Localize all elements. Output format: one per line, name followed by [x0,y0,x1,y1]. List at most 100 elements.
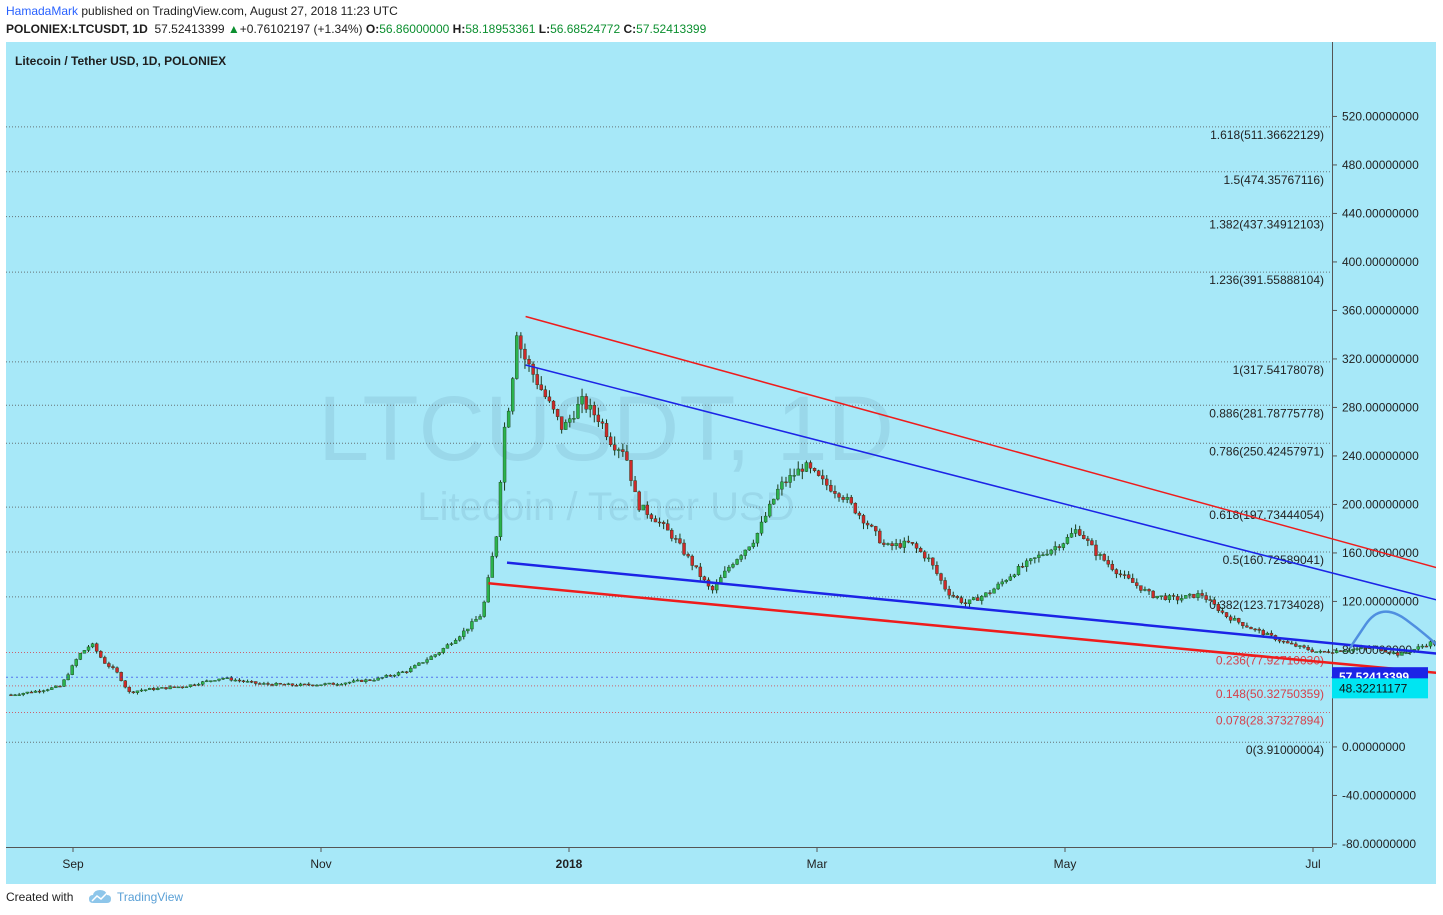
candle [796,461,800,476]
candle-body [188,684,193,687]
candle [466,628,470,634]
candle [641,504,645,511]
candle-body [319,684,323,686]
candle [861,513,866,530]
candle-body [780,481,784,490]
candle [13,693,17,697]
candle [356,678,360,682]
candle [1322,650,1327,653]
trendline-blue[interactable] [525,364,1443,686]
candle-body [1037,554,1041,558]
candle [217,678,221,682]
candle-body [547,396,552,402]
candle-body [1383,650,1388,653]
candle [400,670,405,673]
candle [233,678,238,682]
candle [274,681,278,686]
candle-body [568,418,572,423]
candle-body [1118,573,1123,576]
candle-body [931,557,935,566]
candle [621,443,625,457]
trendline-blue[interactable] [506,561,1443,687]
candle [1175,593,1180,605]
candle [180,686,185,689]
candle-body [315,684,319,687]
candle-body [192,684,197,686]
candle [910,542,915,546]
candle-body [21,693,25,695]
candle-body [241,680,246,682]
candle [111,664,115,670]
candle [376,676,380,681]
candle [62,679,66,688]
candle [576,396,580,420]
fib-label: 0.148(50.32750359) [1216,687,1324,701]
y-tick-label: 520.00000000 [1342,109,1419,123]
candle-body [176,686,180,689]
candle-body [103,657,107,664]
candle [829,479,833,493]
candle-body [449,643,454,645]
trendline-red[interactable] [488,582,1443,704]
candle [1232,615,1237,621]
candle [1037,551,1041,563]
price-axis[interactable] [1332,42,1436,847]
candle [237,678,242,683]
candle [482,600,486,618]
candle [755,532,760,547]
trendline-red[interactable] [525,315,1443,667]
candle [955,595,960,600]
candle [396,671,401,677]
candle-body [478,616,482,620]
candle [1196,590,1200,601]
candle-body [1155,595,1159,599]
ohlc-line: POLONIEX:LTCUSDT, 1D 57.52413399 ▲+0.761… [6,22,706,36]
candle [364,678,368,684]
candle [319,684,323,686]
tradingview-link[interactable]: TradingView [117,890,184,904]
candle [1396,652,1400,658]
candle [302,683,307,686]
candle-body [788,475,792,483]
fib-label: 1.618(511.36622129) [1210,128,1324,142]
candle-body [751,542,756,548]
candle-body [74,659,78,666]
candle-body [62,679,66,687]
candle-body [404,671,409,673]
candle [90,642,95,649]
candle-body [792,475,796,477]
candle-body [767,503,772,517]
author-link[interactable]: HamadaMark [6,4,79,18]
candle [661,520,666,530]
candle [841,495,845,503]
candle [417,662,421,666]
candle-body [417,662,421,666]
candle [1347,648,1351,653]
open-value: 56.86000000 [379,22,450,36]
candles [9,331,1443,697]
candle-body [1347,650,1351,652]
candle [1147,588,1151,595]
time-axis[interactable] [6,848,1436,888]
candle-body [845,497,849,500]
footer-bar: Created with TradingView [0,884,1443,915]
candle [564,419,568,430]
candle [433,654,437,658]
candle-body [502,426,507,483]
candle [1257,627,1261,634]
candle-body [1073,529,1078,534]
fib-levels: 1.618(511.36622129) 1.5(474.35767116) 1.38… [6,126,1332,757]
candle-body [910,542,915,544]
candle-body [996,583,1000,590]
low-label: L: [538,22,551,36]
candle [1008,573,1013,581]
candle [1151,590,1155,599]
candle-body [1306,647,1310,650]
candle [670,528,674,542]
candle [535,368,539,390]
projection-curve[interactable] [1349,359,1443,679]
candle [86,644,91,653]
chart-frame[interactable]: LTCUSDT, 1D Litecoin / Tether USD Litecoin… [6,42,1443,888]
candle-body [1171,595,1176,597]
